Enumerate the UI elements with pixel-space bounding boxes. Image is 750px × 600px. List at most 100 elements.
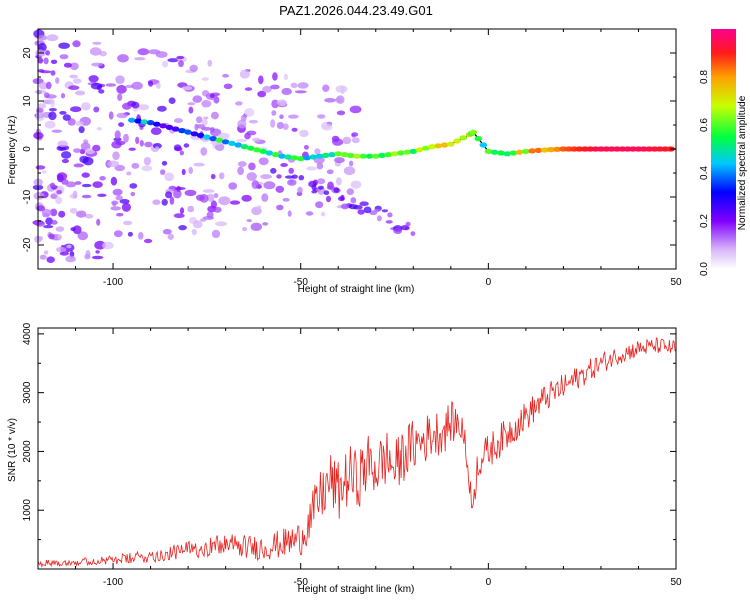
spectrogram-speckle: [90, 82, 103, 90]
spectrogram-speckle: [58, 42, 70, 49]
colorbar-tick-label: 0.8: [699, 70, 710, 84]
spectrogram-speckle: [143, 238, 153, 244]
spectrogram-speckle: [187, 205, 195, 213]
spectrogram-speckle: [76, 210, 87, 218]
snr-y-label: SNR (10 * v/v): [7, 418, 18, 482]
ridge-blob: [278, 153, 286, 159]
spectrogram-speckle: [41, 209, 53, 217]
ridge-blob: [497, 150, 505, 156]
spectrogram-speckle: [113, 230, 123, 238]
spectrogram-speckle: [179, 150, 184, 156]
spectrogram-speckle: [201, 100, 212, 108]
spectrogram-speckle: [155, 51, 168, 58]
spectrogram-speckle: [241, 194, 252, 202]
spectrogram-speckle: [363, 206, 372, 214]
spectrogram-speckle: [72, 40, 81, 48]
spectrogram-speckle: [144, 141, 153, 148]
ridge-blob: [422, 145, 430, 151]
ridge-blob: [290, 155, 299, 161]
spectrogram-speckle: [179, 207, 185, 215]
spectrogram-speckle: [43, 57, 49, 65]
ridge-blob: [159, 123, 167, 129]
spectrogram-speckle: [270, 119, 276, 128]
spectrogram-speckle: [46, 81, 52, 90]
spectrogram-speckle: [209, 93, 215, 98]
spectrogram-y-tick-label: -10: [22, 189, 33, 204]
spectrogram-speckle: [38, 82, 49, 90]
spectrogram-speckle: [174, 118, 183, 124]
ridge-blob: [178, 128, 186, 134]
spectrogram-speckle: [97, 193, 107, 197]
spectrogram-speckle: [248, 162, 256, 171]
spectrogram-speckle: [56, 189, 63, 195]
spectrogram-speckle: [115, 75, 125, 84]
spectrogram-speckle: [257, 90, 267, 98]
snr-y-tick-label: 4000: [22, 322, 33, 345]
spectrogram-speckle: [66, 244, 72, 249]
spectrogram-speckle: [72, 78, 82, 84]
spectrogram-speckle: [51, 220, 58, 225]
spectrogram-speckle: [123, 133, 129, 143]
snr-x-tick-label: 50: [670, 577, 682, 588]
spectrogram-speckle: [244, 87, 253, 91]
ridge-blob: [515, 149, 524, 155]
spectrogram-speckle: [410, 231, 416, 237]
spectrogram-speckle: [178, 225, 187, 231]
spectrogram-speckle: [235, 101, 243, 106]
spectrogram-speckle: [317, 114, 326, 119]
spectrogram-speckle: [244, 108, 255, 117]
spectrogram-speckle: [46, 256, 55, 264]
spectrogram-speckle: [161, 160, 168, 166]
ridge-blob: [428, 144, 436, 150]
spectrogram-y-label: Frequency (Hz): [7, 116, 18, 185]
spectrogram-speckle: [298, 175, 305, 181]
spectrogram-speckle: [92, 41, 102, 45]
colorbar-gradient: [711, 29, 736, 269]
spectrogram-speckle: [143, 156, 151, 166]
spectrogram-x-tick-label: 50: [670, 277, 682, 288]
spectrogram-speckle: [59, 111, 67, 115]
spectrogram-speckle: [275, 185, 285, 193]
spectrogram-speckle: [134, 57, 146, 61]
ridge-blob: [409, 148, 418, 154]
spectrogram-speckle: [376, 215, 382, 222]
spectrogram-speckle: [81, 183, 92, 188]
spectrogram-speckle: [352, 205, 363, 210]
spectrogram-speckle: [340, 194, 345, 201]
spectrogram-speckle: [248, 119, 259, 124]
spectrogram-speckle: [270, 84, 280, 90]
spectrogram-speckle: [290, 82, 298, 89]
ridge-blob: [215, 137, 224, 143]
spectrogram-speckle: [110, 176, 118, 186]
ridge-blob: [221, 139, 230, 145]
spectrogram-speckle: [322, 84, 330, 92]
spectrogram-speckle: [251, 180, 260, 189]
spectrogram-speckle: [326, 169, 334, 175]
spectrogram-speckle: [405, 221, 411, 227]
spectrogram-speckle: [261, 193, 269, 202]
ridge-blob: [140, 119, 149, 125]
spectrogram-speckle: [288, 114, 299, 119]
snr-y-tick-label: 3000: [22, 381, 33, 404]
spectrogram-speckle: [115, 195, 123, 201]
snr-y-tick-label: 1000: [22, 499, 33, 522]
spectrogram-speckle: [272, 72, 278, 81]
spectrogram-speckle: [373, 208, 381, 213]
spectrogram-speckle: [35, 165, 46, 170]
ridge-blob: [303, 155, 311, 161]
spectrogram-speckle: [282, 123, 289, 130]
spectrogram-speckle: [305, 211, 314, 216]
spectrogram-speckle: [289, 179, 294, 185]
spectrogram-speckle: [341, 203, 350, 210]
spectrogram-speckle: [131, 81, 143, 90]
ridge-blob: [190, 131, 199, 137]
spectrogram-speckle: [199, 194, 209, 203]
ridge-blob: [271, 152, 280, 158]
ridge-blob: [284, 154, 293, 160]
spectrogram-speckle: [323, 190, 330, 195]
spectrogram-speckle: [336, 177, 342, 186]
spectrogram-speckle: [45, 50, 50, 56]
snr-y-ticks: 1000 2000 3000 4000: [22, 322, 676, 570]
spectrogram-speckle: [192, 220, 203, 229]
